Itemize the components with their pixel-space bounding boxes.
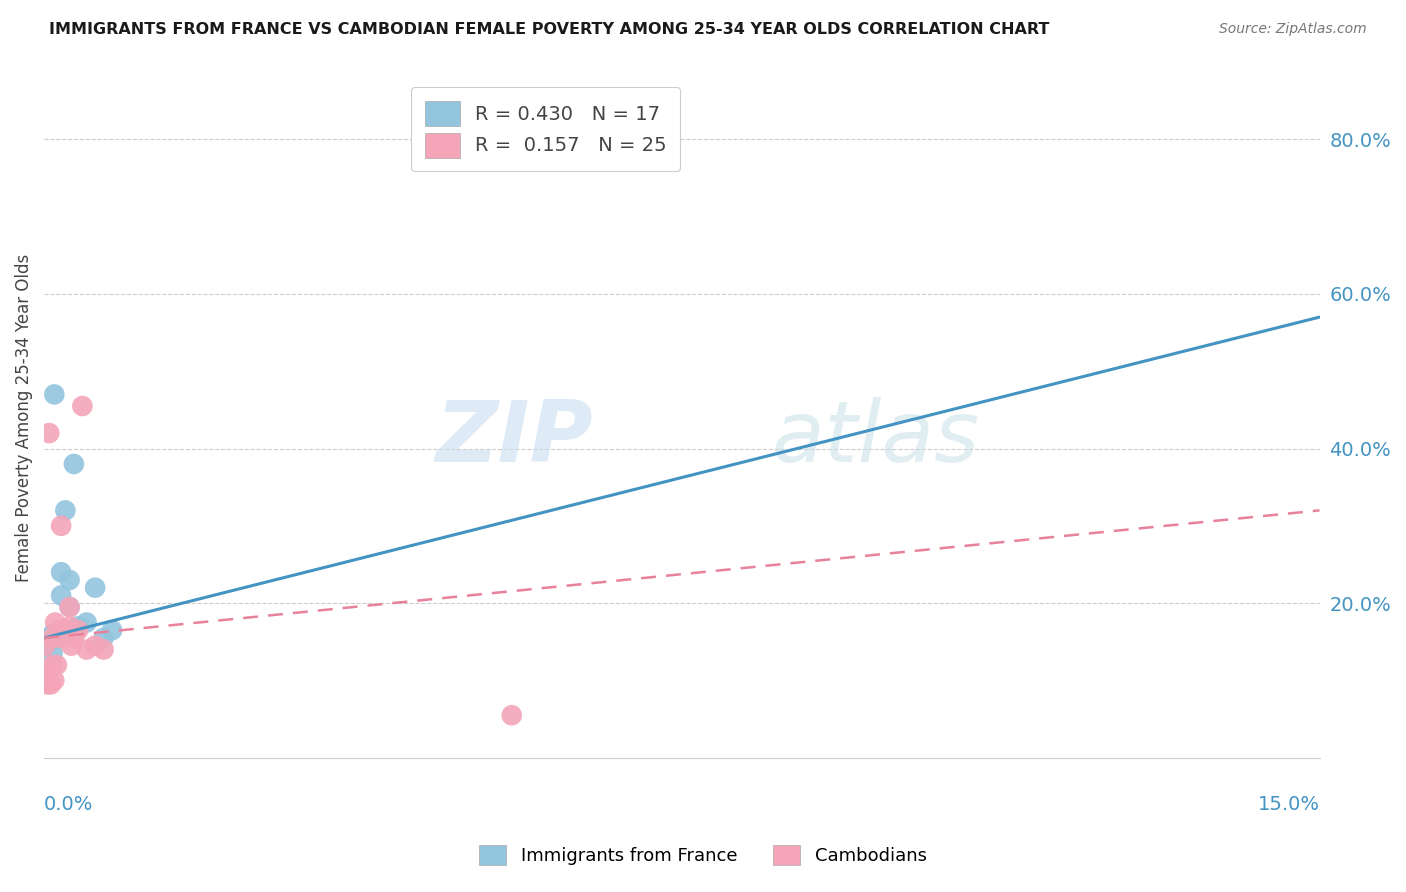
- Point: [93, 642, 115, 657]
- Point: [53, 624, 76, 638]
- Y-axis label: Female Poverty Among 25-34 Year Olds: Female Poverty Among 25-34 Year Olds: [15, 253, 32, 582]
- Point: [49, 631, 72, 645]
- Point: [41, 647, 63, 661]
- Point: [44, 387, 66, 401]
- Point: [59, 619, 82, 633]
- Text: ZIP: ZIP: [434, 397, 592, 480]
- Point: [76, 642, 98, 657]
- Point: [35, 665, 58, 680]
- Point: [49, 589, 72, 603]
- Legend: Immigrants from France, Cambodians: Immigrants from France, Cambodians: [470, 836, 936, 874]
- Point: [63, 457, 86, 471]
- Legend: R = 0.430   N = 17, R =  0.157   N = 25: R = 0.430 N = 17, R = 0.157 N = 25: [411, 87, 681, 171]
- Point: [63, 631, 86, 645]
- Point: [84, 639, 107, 653]
- Point: [35, 639, 58, 653]
- Point: [93, 631, 115, 645]
- Point: [59, 573, 82, 587]
- Point: [45, 631, 67, 645]
- Point: [76, 615, 98, 630]
- Point: [37, 677, 59, 691]
- Point: [53, 503, 76, 517]
- Text: 0.0%: 0.0%: [44, 795, 93, 814]
- Point: [44, 615, 66, 630]
- Point: [38, 631, 60, 645]
- Text: Source: ZipAtlas.com: Source: ZipAtlas.com: [1219, 22, 1367, 37]
- Point: [44, 673, 66, 688]
- Point: [72, 399, 94, 413]
- Text: IMMIGRANTS FROM FRANCE VS CAMBODIAN FEMALE POVERTY AMONG 25-34 YEAR OLDS CORRELA: IMMIGRANTS FROM FRANCE VS CAMBODIAN FEMA…: [49, 22, 1050, 37]
- Point: [37, 673, 59, 688]
- Point: [48, 624, 70, 638]
- Point: [49, 519, 72, 533]
- Point: [501, 708, 523, 723]
- Point: [38, 426, 60, 441]
- Point: [39, 677, 62, 691]
- Point: [59, 600, 82, 615]
- Point: [34, 639, 56, 653]
- Text: 15.0%: 15.0%: [1257, 795, 1319, 814]
- Point: [45, 658, 67, 673]
- Text: atlas: atlas: [770, 397, 979, 480]
- Point: [41, 658, 63, 673]
- Point: [101, 624, 124, 638]
- Point: [67, 619, 90, 633]
- Point: [59, 600, 82, 615]
- Point: [41, 631, 63, 645]
- Point: [49, 566, 72, 580]
- Point: [84, 581, 107, 595]
- Point: [67, 624, 90, 638]
- Point: [60, 639, 83, 653]
- Point: [41, 627, 63, 641]
